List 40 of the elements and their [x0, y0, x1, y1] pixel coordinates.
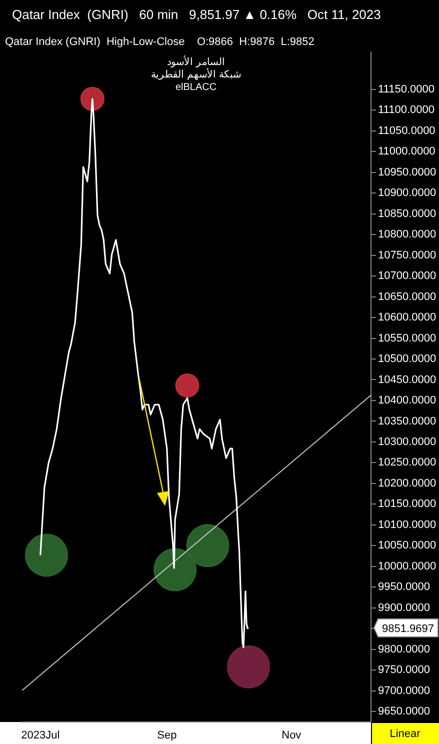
text: Linear: [390, 728, 421, 740]
y-tick-label: 10600.0000: [378, 312, 436, 324]
chart-title: Qatar Index (GNRI) 60 min 9,851.97 ▲ 0.16% Oct 11, 2023: [11, 6, 382, 24]
y-tick-label: 10150.0000: [378, 498, 436, 510]
y-tick-label: 10050.0000: [378, 540, 436, 552]
x-tick-label: 2023Jul: [21, 730, 60, 742]
y-tick-label: 9800.0000: [378, 643, 430, 656]
y-tick-label: 10550.0000: [378, 332, 436, 344]
y-tick-label: 10650.0000: [378, 290, 436, 303]
y-tick-label: 10300.0000: [378, 436, 436, 448]
chart-subtitle: Qatar Index (GNRI) High-Low-Close O:9866 H:9876 L:9852: [5, 36, 314, 48]
annotation: السامر الأسود: [167, 56, 225, 68]
y-tick-label: 10350.0000: [378, 415, 436, 428]
y-tick-label: 11000.0000: [378, 146, 436, 158]
y-tick-label: 10950.0000: [378, 166, 436, 178]
y-tick-label: 9750.0000: [378, 664, 430, 676]
x-tick-label: Sep: [157, 730, 177, 742]
y-tick-label: 9700.0000: [378, 684, 430, 697]
y-tick-label: 10700.0000: [378, 270, 436, 282]
y-tick-label: 10750.0000: [378, 249, 436, 262]
text: 9851.9697: [382, 622, 434, 635]
y-tick-label: 10850.0000: [378, 208, 436, 220]
y-tick-label: 10000.0000: [378, 560, 436, 572]
y-tick-label: 10800.0000: [378, 228, 436, 241]
y-tick-label: 10400.0000: [378, 394, 436, 407]
y-tick-label: 10500.0000: [378, 353, 436, 366]
y-tick-label: 10200.0000: [378, 477, 436, 490]
y-tick-label: 9900.0000: [378, 602, 430, 614]
y-tick-label: 9650.0000: [378, 706, 430, 718]
annotation: elBLACC: [175, 82, 217, 93]
annotation: شبكة الأسهم القطرية: [151, 68, 241, 80]
y-tick-label: 10100.0000: [378, 518, 436, 531]
y-tick-label: 10450.0000: [378, 374, 436, 386]
y-tick-label: 11050.0000: [378, 124, 436, 137]
y-tick-label: 10250.0000: [378, 456, 436, 469]
y-tick-label: 9950.0000: [378, 581, 430, 594]
y-tick-label: 10900.0000: [378, 187, 436, 200]
y-tick-label: 11100.0000: [378, 104, 434, 116]
x-tick-label: Nov: [282, 730, 302, 742]
y-tick-label: 11150.0000: [378, 83, 434, 96]
